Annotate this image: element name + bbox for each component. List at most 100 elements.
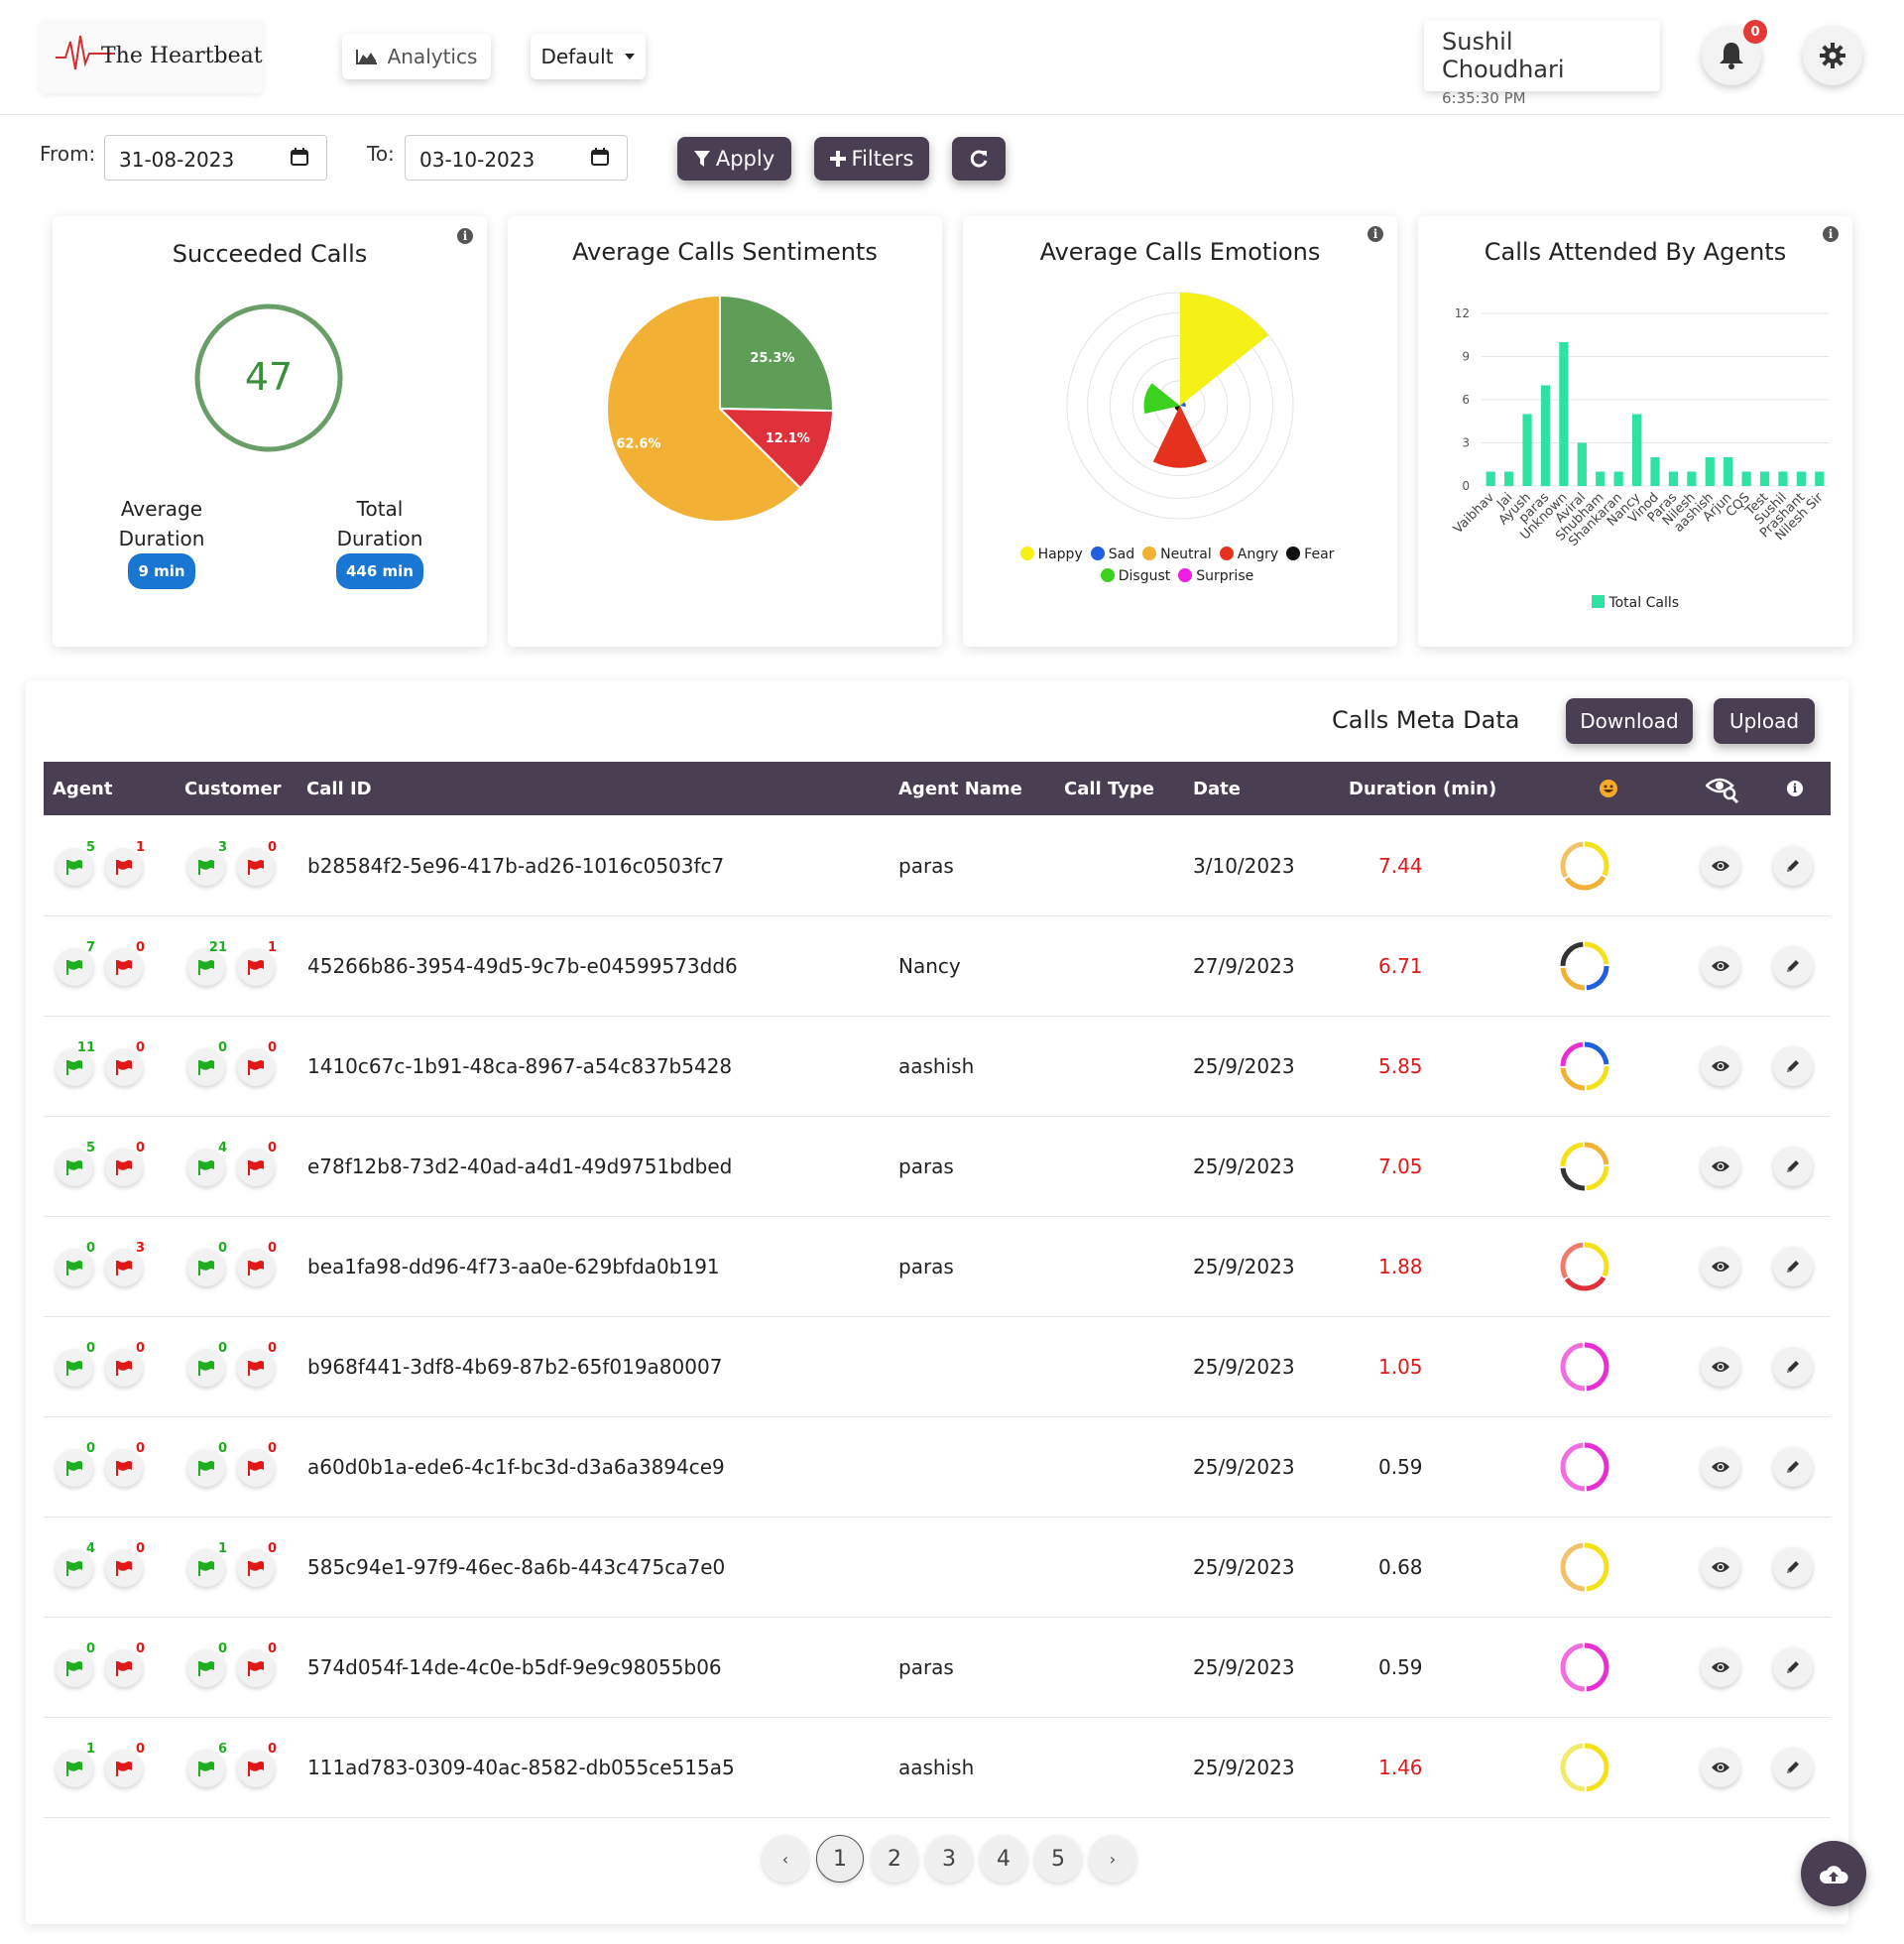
agent-positive-flag[interactable]: 0 [56, 1641, 95, 1687]
agent-positive-flag[interactable]: 1 [56, 1742, 95, 1787]
view-call-button[interactable] [1701, 1046, 1740, 1086]
prev-page-button[interactable]: ‹ [762, 1835, 809, 1883]
call-id[interactable]: b28584f2-5e96-417b-ad26-1016c0503fc7 [307, 854, 725, 878]
page-button-3[interactable]: 3 [925, 1835, 973, 1883]
customer-negative-flag[interactable]: 0 [237, 1441, 277, 1487]
page-button-4[interactable]: 4 [980, 1835, 1027, 1883]
customer-negative-flag[interactable]: 1 [237, 940, 277, 986]
call-id[interactable]: b968f441-3df8-4b69-87b2-65f019a80007 [307, 1355, 723, 1379]
info-icon[interactable]: i [1823, 226, 1839, 242]
bar[interactable] [1631, 414, 1642, 487]
polar-segment[interactable] [1180, 402, 1186, 408]
call-id[interactable]: bea1fa98-dd96-4f73-aa0e-629bfda0b191 [307, 1255, 720, 1278]
emotion-ring-chart[interactable] [1559, 1441, 1610, 1493]
agent-positive-flag[interactable]: 0 [56, 1341, 95, 1387]
view-call-button[interactable] [1701, 1347, 1740, 1387]
agent-negative-flag[interactable]: 0 [105, 1040, 145, 1086]
edit-call-button[interactable] [1773, 1347, 1813, 1387]
agent-negative-flag[interactable]: 0 [105, 940, 145, 986]
customer-positive-flag[interactable]: 4 [187, 1141, 227, 1186]
call-id[interactable]: 45266b86-3954-49d5-9c7b-e04599573dd6 [307, 954, 738, 978]
pie-slice[interactable] [606, 294, 802, 523]
edit-call-button[interactable] [1773, 1147, 1813, 1186]
customer-negative-flag[interactable]: 0 [237, 1742, 277, 1787]
table-row[interactable]: 0 0 0 0 a60d0b1a-ede6-4c1f-bc3d-d3a6a389… [44, 1417, 1831, 1518]
col-call-type[interactable]: Call Type [1064, 779, 1154, 799]
legend-item[interactable]: Neutral [1142, 547, 1212, 562]
edit-call-button[interactable] [1773, 946, 1813, 986]
call-id[interactable]: 585c94e1-97f9-46ec-8a6b-443c475ca7e0 [307, 1555, 726, 1579]
page-button-1[interactable]: 1 [816, 1835, 864, 1883]
polar-segment[interactable] [1152, 406, 1208, 468]
table-row[interactable]: 5 0 4 0 e78f12b8-73d2-40ad-a4d1-49d9751b… [44, 1117, 1831, 1217]
upload-button[interactable]: Upload [1714, 698, 1815, 744]
info-icon[interactable]: i [1368, 226, 1383, 242]
call-id[interactable]: 111ad783-0309-40ac-8582-db055ce515a5 [307, 1756, 735, 1779]
customer-positive-flag[interactable]: 6 [187, 1742, 227, 1787]
download-button[interactable]: Download [1566, 698, 1693, 744]
table-row[interactable]: 11 0 0 0 1410c67c-1b91-48ca-8967-a54c837… [44, 1017, 1831, 1117]
col-agent[interactable]: Agent [53, 779, 113, 799]
bar[interactable] [1724, 457, 1733, 486]
view-call-button[interactable] [1701, 846, 1740, 886]
emotion-ring-chart[interactable] [1559, 1241, 1610, 1292]
user-card[interactable]: Sushil Choudhari 6:35:30 PM [1424, 20, 1660, 107]
refresh-button[interactable] [952, 137, 1006, 181]
polar-segment[interactable] [1143, 383, 1180, 415]
legend-item[interactable]: Disgust [1100, 568, 1170, 584]
bar[interactable] [1741, 471, 1751, 487]
legend-item[interactable]: Happy [1019, 547, 1083, 562]
table-row[interactable]: 0 0 0 0 574d054f-14de-4c0e-b5df-9e9c9805… [44, 1618, 1831, 1718]
table-row[interactable]: 4 0 1 0 585c94e1-97f9-46ec-8a6b-443c475c… [44, 1518, 1831, 1618]
edit-call-button[interactable] [1773, 1247, 1813, 1286]
customer-positive-flag[interactable]: 0 [187, 1341, 227, 1387]
agent-negative-flag[interactable]: 1 [105, 840, 145, 886]
edit-call-button[interactable] [1773, 1447, 1813, 1487]
col-duration[interactable]: Duration (min) [1349, 779, 1497, 799]
col-agent-name[interactable]: Agent Name [898, 779, 1022, 799]
customer-positive-flag[interactable]: 0 [187, 1040, 227, 1086]
edit-call-button[interactable] [1773, 1547, 1813, 1587]
cloud-upload-button[interactable] [1801, 1841, 1866, 1906]
edit-call-button[interactable] [1773, 1647, 1813, 1687]
agent-negative-flag[interactable]: 0 [105, 1742, 145, 1787]
bar[interactable] [1759, 471, 1770, 487]
customer-positive-flag[interactable]: 1 [187, 1541, 227, 1587]
customer-positive-flag[interactable]: 21 [187, 940, 227, 986]
bar[interactable] [1577, 442, 1587, 487]
view-call-button[interactable] [1701, 946, 1740, 986]
legend-item[interactable]: Surprise [1178, 568, 1253, 584]
logo[interactable]: The Heartbeat [40, 20, 263, 93]
bar[interactable] [1540, 385, 1551, 487]
bar[interactable] [1705, 457, 1715, 486]
bar[interactable] [1815, 471, 1825, 487]
customer-negative-flag[interactable]: 0 [237, 1241, 277, 1286]
col-customer[interactable]: Customer [184, 779, 282, 799]
table-row[interactable]: 0 0 0 0 b968f441-3df8-4b69-87b2-65f019a8… [44, 1317, 1831, 1417]
agent-positive-flag[interactable]: 7 [56, 940, 95, 986]
view-call-button[interactable] [1701, 1147, 1740, 1186]
agent-positive-flag[interactable]: 11 [56, 1040, 95, 1086]
view-select[interactable]: Default [531, 34, 646, 79]
info-icon[interactable]: i [1787, 781, 1803, 796]
bar[interactable] [1687, 471, 1697, 487]
bar[interactable] [1559, 342, 1569, 486]
calendar-icon[interactable] [291, 148, 308, 166]
page-button-5[interactable]: 5 [1034, 1835, 1082, 1883]
customer-positive-flag[interactable]: 3 [187, 840, 227, 886]
agent-positive-flag[interactable]: 5 [56, 840, 95, 886]
agent-negative-flag[interactable]: 0 [105, 1341, 145, 1387]
customer-negative-flag[interactable]: 0 [237, 1541, 277, 1587]
agent-positive-flag[interactable]: 0 [56, 1241, 95, 1286]
emotion-ring-chart[interactable] [1559, 1641, 1610, 1693]
filters-button[interactable]: Filters [814, 137, 929, 181]
view-call-button[interactable] [1701, 1547, 1740, 1587]
edit-call-button[interactable] [1773, 1046, 1813, 1086]
emotion-ring-chart[interactable] [1559, 1742, 1610, 1793]
customer-negative-flag[interactable]: 0 [237, 1040, 277, 1086]
bar[interactable] [1650, 457, 1660, 486]
bar[interactable] [1668, 471, 1679, 487]
table-row[interactable]: 5 1 3 0 b28584f2-5e96-417b-ad26-1016c050… [44, 816, 1831, 916]
emotion-ring-chart[interactable] [1559, 1541, 1610, 1593]
customer-negative-flag[interactable]: 0 [237, 1141, 277, 1186]
